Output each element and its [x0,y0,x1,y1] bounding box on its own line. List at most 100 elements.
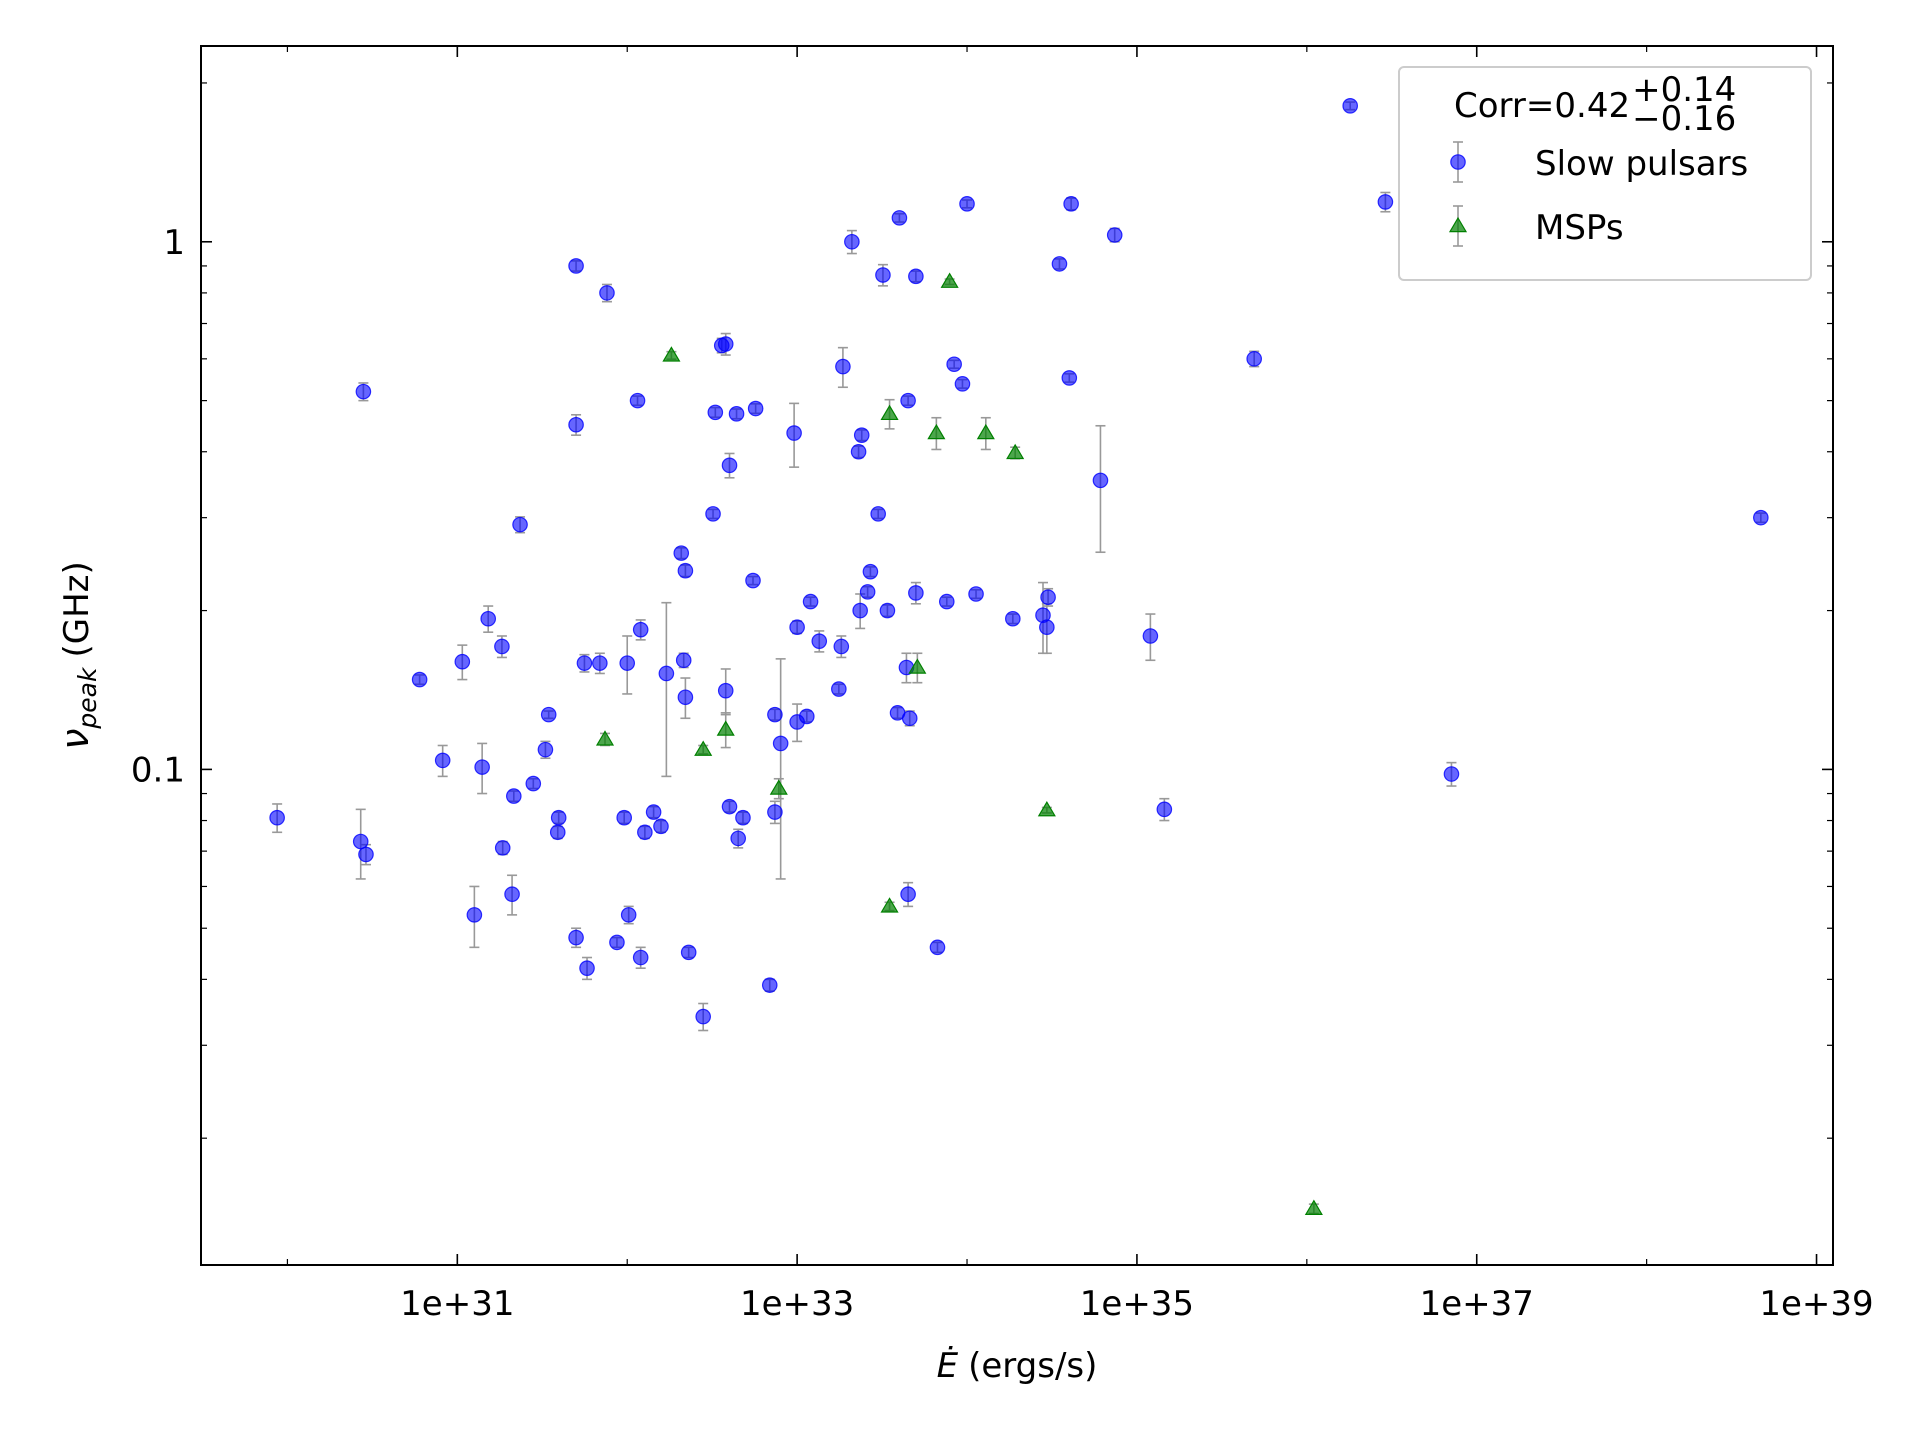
data-point [568,258,584,274]
data-point [802,593,819,610]
data-point [568,929,584,946]
error-bar [775,658,786,880]
data-point [629,392,646,409]
data-point [717,682,734,699]
data-point [595,730,615,746]
data-point [938,593,955,610]
data-point [798,708,815,725]
legend-title: Corr=0.42 [1454,86,1630,126]
data-point [1061,370,1078,386]
data-point [786,425,802,441]
data-point [694,740,713,756]
data-point [549,824,566,841]
data-point [677,689,694,706]
data-point [1246,351,1262,367]
data-point [673,545,690,561]
data-point [525,775,542,792]
data-point [833,638,850,655]
data-point [504,886,520,903]
data-point [680,944,697,961]
data-point [1006,443,1025,460]
data-point [901,710,918,727]
data-point [1037,800,1056,817]
data-point [850,443,867,460]
data-point [721,457,738,474]
y-axis-label: νpeak (GHz) [53,561,102,750]
data-point [891,210,908,226]
data-point [730,830,747,847]
x-tick-label: 1e+33 [740,1284,854,1324]
data-point [1342,98,1359,114]
data-point [927,423,946,440]
data-point [494,840,511,856]
error-bar [661,601,672,778]
data-point [747,400,764,417]
data-point [789,619,805,636]
data-point [908,658,927,674]
data-point [844,233,860,250]
data-point [1092,472,1109,489]
legend-title-sup: +0.14 [1632,70,1736,110]
y-label-sub: peak [73,666,102,730]
data-point [653,818,669,835]
data-point [675,652,692,669]
x-tick-label: 1e+35 [1080,1284,1194,1324]
data-point [355,383,372,400]
x-tick-label: 1e+31 [400,1284,514,1324]
x-label-symbol: Ė [937,1346,959,1386]
data-point [1039,619,1055,636]
data-point [599,285,615,301]
y-label-symbol: ν [53,729,97,750]
data-point [946,356,962,373]
data-point [954,376,971,392]
data-point [568,416,584,433]
data-point [352,833,369,850]
data-point [1106,227,1123,243]
data-point [705,506,721,522]
data-point [976,423,995,440]
data-point [620,907,637,923]
data-point [880,897,899,913]
data-point [707,404,724,421]
data-point [772,735,789,752]
data-point [1063,196,1079,212]
data-point [769,779,788,795]
data-point [695,1008,711,1025]
data-point [474,759,490,775]
x-axis-label: Ė (ergs/s) [937,1346,1098,1386]
data-point [835,358,851,375]
data-point [637,824,653,841]
y-label-unit: (GHz) [57,561,97,657]
data-point [662,346,681,362]
data-point [859,584,876,600]
data-point [1443,766,1460,782]
data-point [831,681,847,697]
data-point [506,788,522,804]
legend-marker [1450,154,1466,170]
data-point [512,516,528,533]
data-point [853,427,870,443]
data-point [540,706,557,723]
data-point [579,960,595,976]
data-point [908,585,924,601]
data-point [592,655,608,671]
data-point [632,949,649,966]
data-point [454,653,471,670]
plot-frame [200,45,1834,1266]
data-point [1142,628,1159,644]
data-point [619,655,636,671]
data-point [728,406,745,422]
data-point [537,741,554,758]
data-point [269,809,285,826]
data-point [494,638,510,655]
data-point [1377,194,1394,210]
legend-title-sub: −0.16 [1632,99,1736,139]
error-bar [1095,424,1106,554]
data-point [358,846,374,863]
legend-label: Slow pulsars [1535,144,1748,184]
y-tick-label: 1 [163,223,185,263]
data-point [870,506,886,522]
data-point [1156,801,1173,818]
data-point [1753,509,1769,526]
